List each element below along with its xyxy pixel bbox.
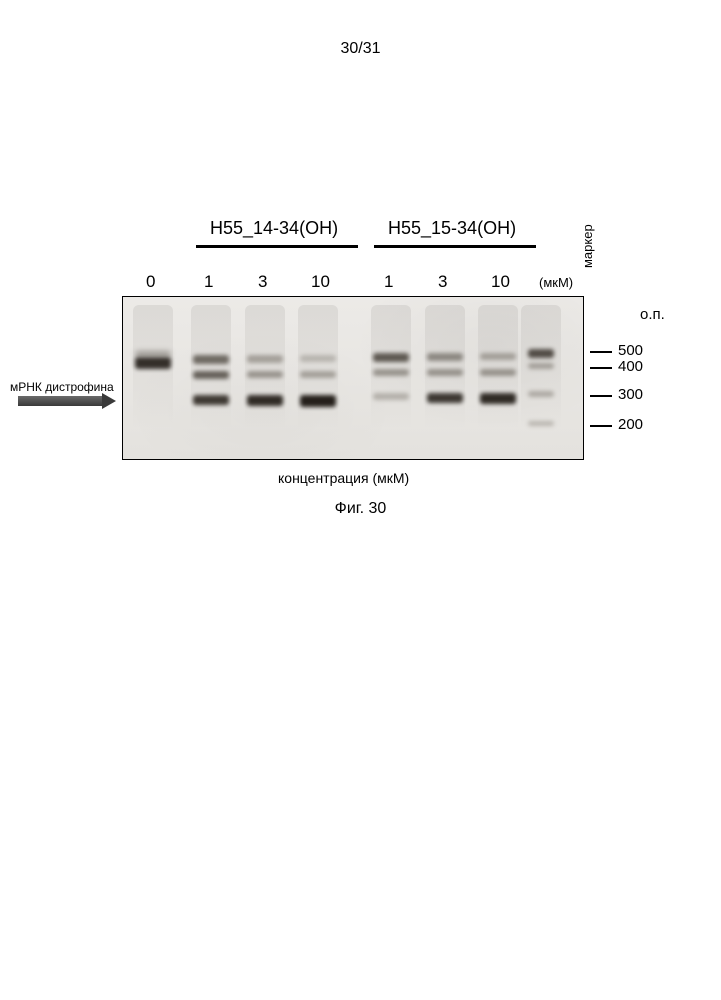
bp-label: 500 <box>618 342 643 359</box>
marker-lane-label: маркер <box>580 224 595 268</box>
lane-label-4: 1 <box>384 272 393 292</box>
lane-smear <box>478 305 518 451</box>
gel-band <box>300 395 336 407</box>
gel-band <box>300 355 336 362</box>
gel-band <box>373 393 409 400</box>
lane-label-5: 3 <box>438 272 447 292</box>
lane-label-1: 1 <box>204 272 213 292</box>
gel-band <box>528 363 554 369</box>
gel-band <box>373 353 409 362</box>
lane-smear <box>425 305 465 451</box>
lane-label-3: 10 <box>311 272 330 292</box>
gel-band <box>427 369 463 376</box>
bp-unit-label: о.п. <box>640 306 665 323</box>
gel-band <box>193 371 229 379</box>
lane-smear <box>245 305 285 451</box>
lane-smear <box>298 305 338 451</box>
gel-band <box>300 371 336 378</box>
group-bar-1 <box>196 245 358 248</box>
group-label-2: H55_15-34(OH) <box>388 218 516 239</box>
concentration-unit: (мкМ) <box>539 275 573 290</box>
mrna-arrow-label: мРНК дистрофина <box>10 380 114 394</box>
gel-band <box>480 369 516 376</box>
gel-band <box>193 395 229 405</box>
gel-band <box>373 369 409 376</box>
gel-band <box>135 357 171 369</box>
page: 30/31 H55_14-34(OH) H55_15-34(OH) маркер… <box>0 0 721 1000</box>
lane-smear <box>521 305 561 451</box>
gel-band <box>528 391 554 397</box>
gel-band <box>193 355 229 364</box>
bp-tick <box>590 395 612 397</box>
gel-image <box>122 296 584 460</box>
gel-band <box>480 393 516 404</box>
gel-band <box>247 371 283 378</box>
gel-band <box>247 355 283 363</box>
gel-band <box>528 349 554 358</box>
group-bar-2 <box>374 245 536 248</box>
gel-band <box>427 393 463 403</box>
gel-band <box>247 395 283 406</box>
bp-label: 300 <box>618 386 643 403</box>
lane-smear <box>371 305 411 451</box>
gel-band <box>480 353 516 360</box>
gel-band <box>528 421 554 426</box>
mrna-arrow-head <box>102 393 116 409</box>
group-label-1: H55_14-34(OH) <box>210 218 338 239</box>
bp-label: 200 <box>618 416 643 433</box>
lane-smear <box>133 305 173 451</box>
lane-label-6: 10 <box>491 272 510 292</box>
lane-label-2: 3 <box>258 272 267 292</box>
gel-band <box>135 351 171 357</box>
mrna-arrow-shaft <box>18 396 102 406</box>
bp-tick <box>590 367 612 369</box>
bp-label: 400 <box>618 358 643 375</box>
figure-caption: Фиг. 30 <box>0 500 721 518</box>
bp-tick <box>590 351 612 353</box>
lane-label-0: 0 <box>146 272 155 292</box>
x-axis-label: концентрация (мкМ) <box>278 470 409 486</box>
bp-tick <box>590 425 612 427</box>
gel-band <box>427 353 463 361</box>
page-number: 30/31 <box>0 40 721 58</box>
